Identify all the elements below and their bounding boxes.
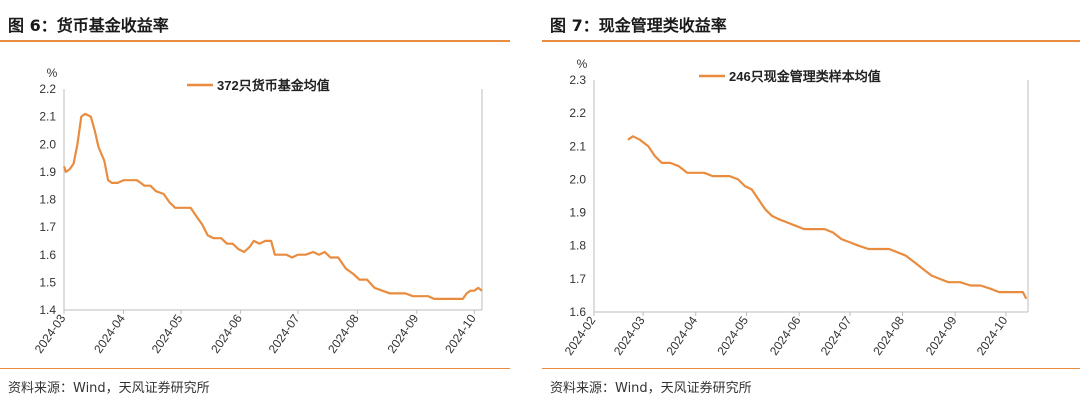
series-line (627, 135, 1028, 300)
y-tick-label: 1.9 (569, 206, 586, 220)
x-tick-label: 2024-10 (974, 313, 1011, 357)
x-tick-label: 2024-07 (818, 313, 855, 357)
source-rule (542, 368, 1080, 369)
y-tick-label: 1.6 (569, 305, 586, 319)
series-line (62, 112, 483, 300)
legend-label: 246只现金管理类样本均值 (729, 69, 881, 84)
y-tick-label: 1.5 (39, 275, 56, 289)
y-tick-label: 1.6 (39, 248, 56, 262)
y-tick-label: 1.7 (569, 272, 586, 286)
y-tick-label: 1.7 (39, 220, 56, 234)
money-fund-yield-chart: % 1.4 1.5 1.6 1.7 1.8 1.9 2.0 2.1 2.2 2024-03 2024-… (32, 66, 483, 356)
y-unit-label: % (47, 66, 58, 80)
y-tick-label: 2.2 (569, 106, 586, 120)
x-tick-label: 2024-08 (325, 311, 362, 355)
x-tick-label: 2024-05 (149, 311, 186, 355)
y-tick-label: 1.4 (39, 303, 56, 317)
y-tick-label: 1.8 (569, 239, 586, 253)
legend-label: 372只货币基金均值 (217, 78, 330, 93)
x-tick-label: 2024-10 (442, 311, 479, 355)
x-tick-label: 2024-09 (385, 311, 422, 355)
y-tick-label: 2.1 (569, 139, 586, 153)
figure-7-panel: 图 7：现金管理类收益率 % 1.6 1.7 1.8 1.9 2.0 2.1 2.2 2.3 20… (542, 0, 1080, 411)
y-tick-label: 2.2 (39, 82, 56, 96)
x-tick-label: 2024-06 (767, 313, 804, 357)
figure-6-title: 图 6：货币基金收益率 (8, 16, 169, 35)
y-tick-label: 1.8 (39, 193, 56, 207)
y-unit-label: % (577, 57, 588, 71)
source-note: 资料来源：Wind，天风证券研究所 (8, 381, 210, 396)
y-tick-label: 2.0 (569, 172, 586, 186)
x-tick-label: 2024-07 (266, 311, 303, 355)
x-tick-label: 2024-03 (611, 313, 648, 357)
title-rule (0, 40, 510, 42)
x-tick-label: 2024-04 (663, 313, 700, 357)
x-tick-label: 2024-06 (208, 311, 245, 355)
title-rule (542, 40, 1080, 42)
x-tick-label: 2024-03 (32, 311, 69, 355)
y-tick-label: 2.0 (39, 137, 56, 151)
figure-6-panel: 图 6：货币基金收益率 % 1.4 1.5 1.6 1.7 1.8 1.9 2.0 2.1 2.2… (0, 0, 510, 411)
source-note: 资料来源：Wind，天风证券研究所 (550, 381, 752, 396)
source-rule (0, 368, 510, 369)
y-tick-label: 2.3 (569, 73, 586, 87)
figure-7-title: 图 7：现金管理类收益率 (550, 16, 727, 35)
y-tick-label: 1.9 (39, 165, 56, 179)
y-tick-label: 2.1 (39, 110, 56, 124)
cash-management-yield-chart: % 1.6 1.7 1.8 1.9 2.0 2.1 2.2 2.3 2024-02 2024-03 2… (562, 57, 1029, 358)
x-tick-label: 2024-04 (91, 311, 128, 355)
x-tick-label: 2024-02 (562, 313, 599, 357)
x-tick-label: 2024-05 (714, 313, 751, 357)
x-tick-label: 2024-09 (923, 313, 960, 357)
x-tick-label: 2024-08 (870, 313, 907, 357)
